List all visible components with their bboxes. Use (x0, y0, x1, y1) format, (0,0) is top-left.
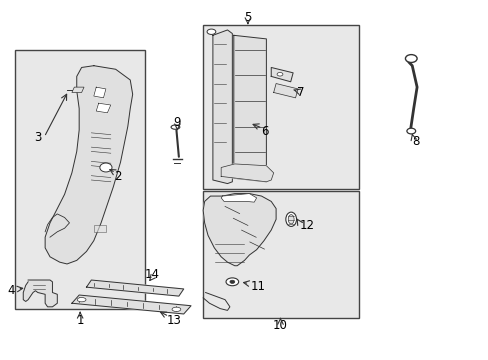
Ellipse shape (405, 55, 416, 63)
Polygon shape (94, 225, 106, 232)
Text: 4: 4 (7, 284, 15, 297)
Ellipse shape (100, 163, 112, 172)
Text: 5: 5 (244, 11, 251, 24)
Polygon shape (221, 194, 256, 202)
Polygon shape (233, 35, 266, 182)
Polygon shape (212, 30, 232, 184)
Polygon shape (72, 87, 84, 93)
Polygon shape (96, 103, 111, 113)
Text: 8: 8 (411, 135, 419, 148)
Text: 14: 14 (144, 268, 159, 281)
Polygon shape (271, 67, 292, 82)
Ellipse shape (285, 212, 296, 226)
Text: 6: 6 (261, 125, 268, 138)
Text: 12: 12 (299, 219, 314, 232)
Text: 9: 9 (173, 116, 181, 129)
Ellipse shape (229, 280, 234, 283)
Ellipse shape (287, 215, 293, 224)
Ellipse shape (172, 307, 181, 311)
Polygon shape (221, 164, 273, 182)
Text: 1: 1 (76, 314, 84, 327)
Polygon shape (72, 295, 191, 314)
Polygon shape (23, 280, 57, 307)
Polygon shape (203, 194, 276, 266)
Text: 3: 3 (34, 131, 41, 144)
Ellipse shape (206, 29, 215, 35)
Polygon shape (273, 84, 297, 98)
Text: 7: 7 (296, 86, 304, 99)
Text: 2: 2 (114, 170, 122, 183)
Ellipse shape (77, 297, 86, 302)
Bar (203, 24, 358, 189)
Text: 10: 10 (272, 319, 287, 332)
Polygon shape (45, 66, 132, 264)
Polygon shape (94, 87, 106, 98)
Polygon shape (86, 280, 183, 296)
Ellipse shape (406, 128, 415, 134)
Bar (15, 50, 144, 309)
Bar (203, 191, 358, 318)
Ellipse shape (277, 72, 283, 76)
Text: 11: 11 (250, 280, 265, 293)
Text: 13: 13 (166, 314, 181, 327)
Ellipse shape (171, 125, 180, 129)
Ellipse shape (225, 278, 238, 286)
